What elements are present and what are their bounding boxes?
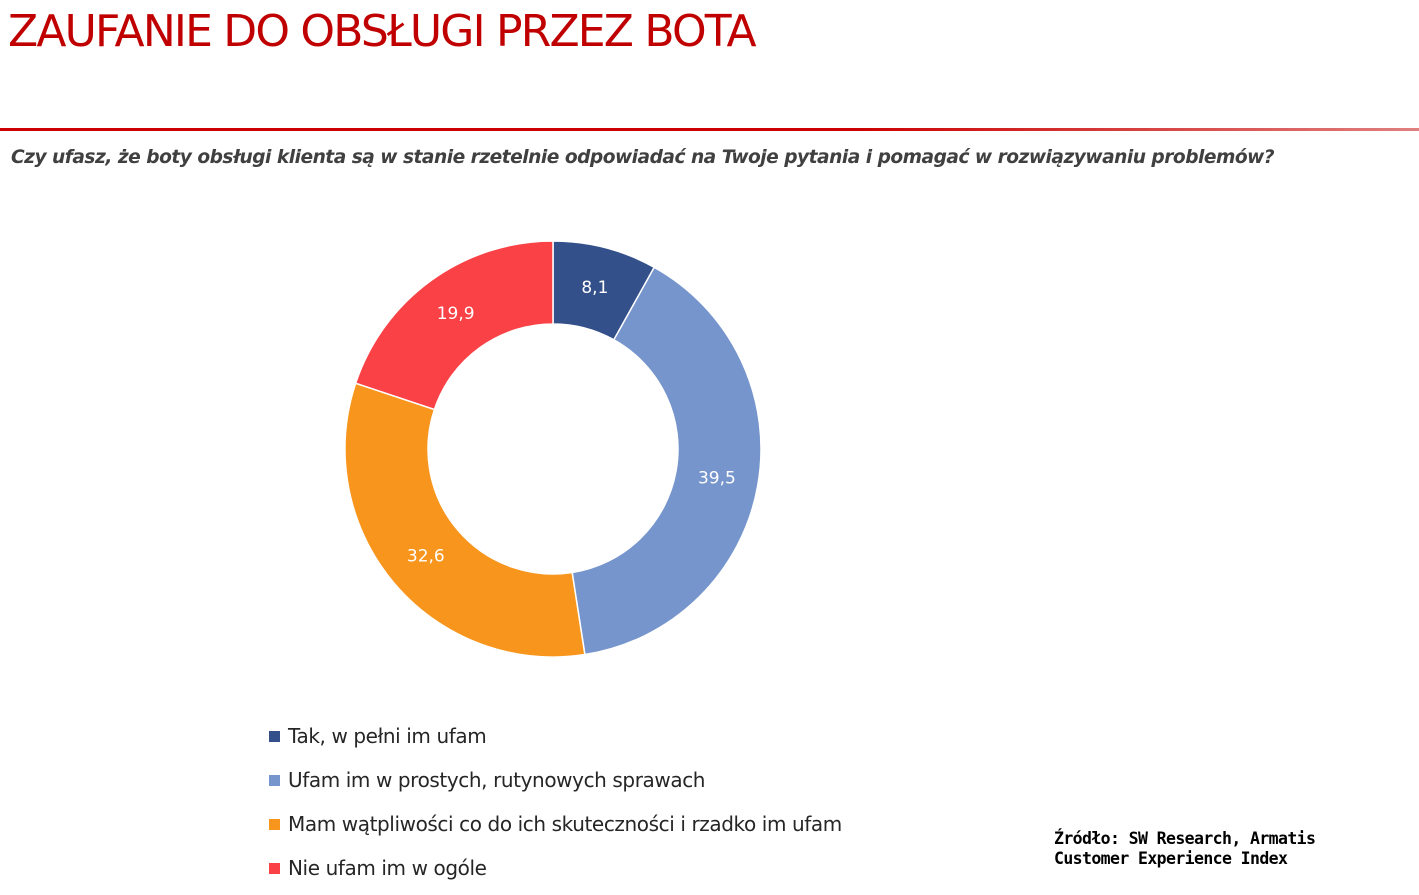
- legend-swatch-2: [269, 774, 280, 786]
- donut-slice-3: [344, 382, 586, 658]
- donut-chart: 8,1 39,5 32,6 19,9: [344, 240, 762, 658]
- donut-labels: 8,1 39,5 32,6 19,9: [407, 278, 736, 567]
- title-divider: [0, 128, 1419, 131]
- donut-slice-4: [354, 240, 554, 411]
- survey-question: Czy ufasz, że boty obsługi klienta są w …: [11, 147, 1275, 168]
- data-label-1: 8,1: [581, 278, 608, 298]
- legend-swatch-4: [269, 862, 280, 874]
- legend-label-1: Tak, w pełni im ufam: [288, 724, 487, 748]
- legend-label-4: Nie ufam im w ogóle: [288, 856, 487, 880]
- legend-label-3: Mam wątpliwości co do ich skuteczności i…: [288, 812, 842, 836]
- legend-item-2: Ufam im w prostych, rutynowych sprawach: [269, 758, 842, 802]
- legend-item-1: Tak, w pełni im ufam: [269, 714, 842, 758]
- donut-slice-2: [571, 266, 762, 656]
- legend-swatch-1: [269, 730, 280, 742]
- source-line-2: Customer Experience Index: [1054, 849, 1288, 868]
- legend-swatch-3: [269, 818, 280, 830]
- source-line-1: Źródło: SW Research, Armatis: [1054, 829, 1316, 848]
- donut-slices: [344, 240, 762, 658]
- page-title: ZAUFANIE DO OBSŁUGI PRZEZ BOTA: [8, 6, 757, 57]
- source-note: Źródło: SW Research, Armatis Customer Ex…: [1054, 829, 1316, 869]
- legend-item-3: Mam wątpliwości co do ich skuteczności i…: [269, 802, 842, 846]
- legend-label-2: Ufam im w prostych, rutynowych sprawach: [288, 768, 706, 792]
- legend-item-4: Nie ufam im w ogóle: [269, 846, 842, 890]
- chart-legend: Tak, w pełni im ufam Ufam im w prostych, …: [269, 714, 842, 890]
- data-label-4: 19,9: [437, 304, 475, 324]
- data-label-2: 39,5: [698, 468, 736, 488]
- data-label-3: 32,6: [407, 546, 445, 566]
